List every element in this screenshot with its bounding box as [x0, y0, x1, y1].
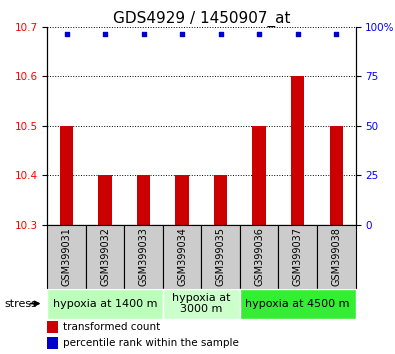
Text: GSM399035: GSM399035	[216, 227, 226, 286]
Text: GSM399031: GSM399031	[62, 227, 71, 286]
Bar	[47, 321, 58, 333]
Point	[218, 32, 224, 37]
Bar	[47, 225, 86, 289]
Text: hypoxia at 1400 m: hypoxia at 1400 m	[53, 298, 158, 309]
Bar	[98, 175, 112, 225]
Point	[102, 32, 108, 37]
Point	[179, 32, 185, 37]
Text: GSM399032: GSM399032	[100, 227, 110, 286]
Point	[295, 32, 301, 37]
Text: stress: stress	[4, 298, 37, 309]
Bar	[252, 126, 266, 225]
Point	[256, 32, 262, 37]
Bar	[317, 225, 356, 289]
Text: hypoxia at 4500 m: hypoxia at 4500 m	[245, 298, 350, 309]
Text: GSM399034: GSM399034	[177, 227, 187, 286]
Bar	[163, 225, 201, 289]
Bar	[47, 337, 58, 349]
Bar	[124, 225, 163, 289]
Point	[141, 32, 147, 37]
Bar	[175, 175, 189, 225]
Point	[333, 32, 339, 37]
Bar	[240, 225, 278, 289]
Point	[64, 32, 70, 37]
Text: GSM399037: GSM399037	[293, 227, 303, 286]
Bar	[163, 289, 240, 319]
Bar	[137, 175, 150, 225]
Bar	[240, 289, 356, 319]
Bar	[278, 225, 317, 289]
Text: hypoxia at
3000 m: hypoxia at 3000 m	[172, 293, 231, 314]
Text: GSM399033: GSM399033	[139, 227, 149, 286]
Text: transformed count: transformed count	[63, 322, 160, 332]
Bar	[86, 225, 124, 289]
Bar	[291, 76, 305, 225]
Bar	[329, 126, 343, 225]
Bar	[60, 126, 73, 225]
Text: GSM399036: GSM399036	[254, 227, 264, 286]
Text: GSM399038: GSM399038	[331, 227, 341, 286]
Title: GDS4929 / 1450907_at: GDS4929 / 1450907_at	[113, 10, 290, 27]
Bar	[214, 175, 228, 225]
Text: percentile rank within the sample: percentile rank within the sample	[63, 338, 239, 348]
Bar	[201, 225, 240, 289]
Bar	[47, 289, 163, 319]
